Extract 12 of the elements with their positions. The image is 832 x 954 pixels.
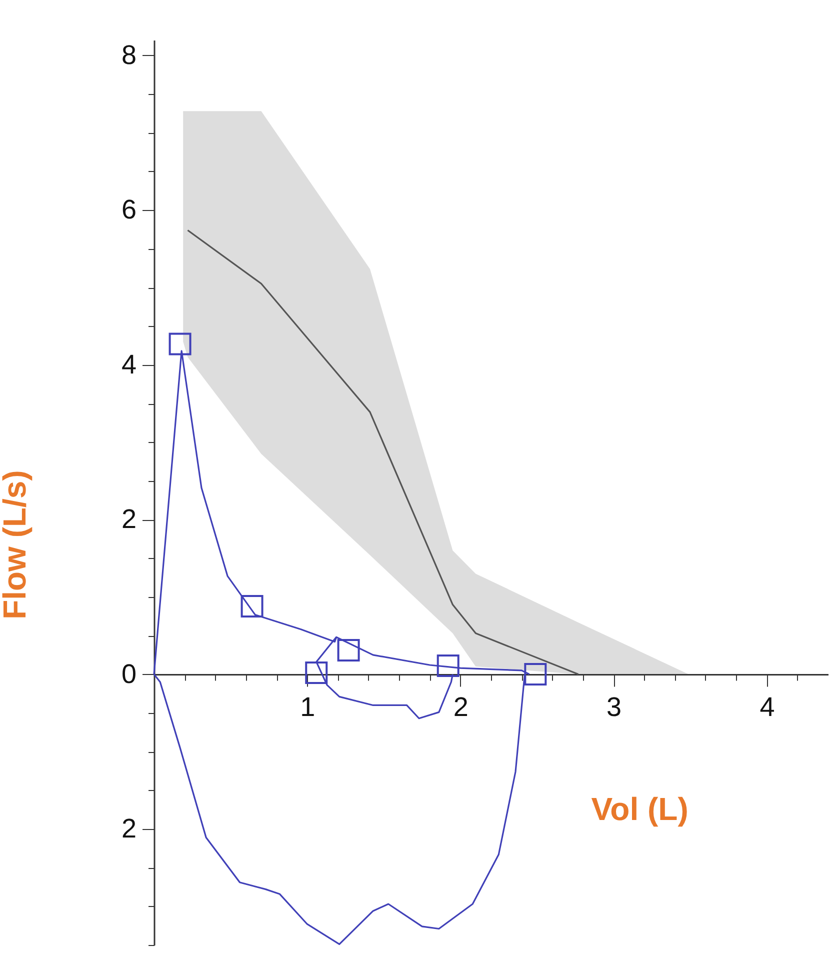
x-tick-label: 1: [300, 692, 316, 722]
x-tick-label: 4: [760, 692, 775, 722]
x-tick-label: 2: [453, 692, 468, 722]
y-axis-title: Flow (L/s): [0, 470, 32, 620]
x-tick-label: 3: [606, 692, 622, 722]
y-tick-label: 8: [121, 40, 136, 70]
y-tick-label: 2: [121, 504, 136, 534]
y-tick-label: 4: [121, 349, 136, 380]
x-axis-title: Vol (L): [591, 790, 688, 827]
y-tick-label: 2: [121, 813, 136, 844]
y-tick-label: 0: [121, 658, 136, 689]
y-tick-label: 6: [121, 194, 136, 225]
